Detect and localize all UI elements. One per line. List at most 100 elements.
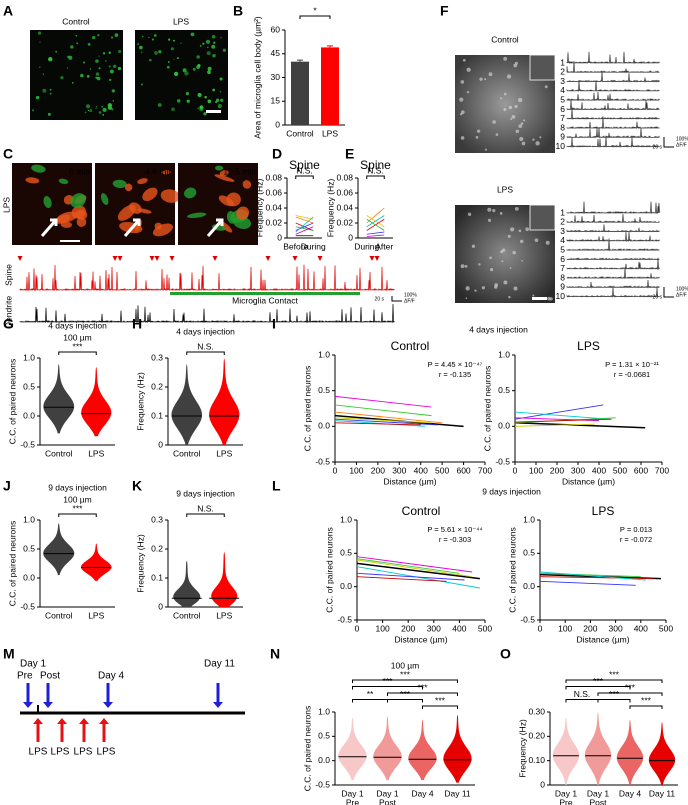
x-tick-label: Pre xyxy=(346,797,360,805)
y-tick-label: 0.0 xyxy=(23,410,35,420)
soma xyxy=(539,136,542,139)
soma xyxy=(513,286,518,291)
significance-bracket xyxy=(597,699,631,703)
cell xyxy=(167,61,170,63)
soma xyxy=(492,209,496,213)
y-tick-label: 0.04 xyxy=(265,202,282,212)
y-tick-label: 0 xyxy=(158,439,163,449)
soma xyxy=(517,97,523,103)
scale-label: ΔF/F xyxy=(676,142,687,148)
y-tick-label: 0 xyxy=(540,779,545,789)
cell xyxy=(213,41,216,44)
soma xyxy=(519,136,524,142)
annotation: P = 1.31 × 10⁻²¹ xyxy=(605,360,659,369)
cell xyxy=(173,58,175,61)
x-axis-label: Distance (µm) xyxy=(576,634,629,644)
significance-bracket xyxy=(352,679,458,683)
x-tick-label: 0 xyxy=(355,623,360,633)
scale-label: 100% xyxy=(404,292,417,298)
cell xyxy=(95,72,100,76)
subplot-title: LPS xyxy=(592,504,615,518)
subplot-title: Control xyxy=(402,504,441,518)
fit-line xyxy=(334,411,443,424)
significance-bracket xyxy=(299,15,331,19)
x-tick-label: During xyxy=(354,241,379,251)
neuron-trace xyxy=(566,280,660,289)
chart-subtitle: 100 µm xyxy=(63,494,92,504)
day-label: Day 11 xyxy=(204,659,235,670)
cell xyxy=(49,88,52,91)
x-tick-label: LPS xyxy=(88,610,104,620)
cell xyxy=(107,103,113,108)
cell xyxy=(66,67,69,69)
x-tick-label: LPS xyxy=(216,448,232,458)
trace-label: Spine xyxy=(3,264,13,286)
arrow-head xyxy=(79,718,89,724)
cell xyxy=(89,109,93,113)
cell xyxy=(109,78,112,82)
cell xyxy=(190,32,195,37)
x-tick-label: 0 xyxy=(538,623,543,633)
image-label: LPS xyxy=(173,16,189,26)
fit-line xyxy=(356,556,473,573)
y-axis-label: C.C. of paired neurons xyxy=(324,527,334,613)
cell xyxy=(89,68,92,70)
cell xyxy=(84,111,87,114)
cell xyxy=(101,105,103,108)
cell xyxy=(85,104,91,109)
soma xyxy=(503,108,507,111)
process xyxy=(112,179,127,189)
cell xyxy=(111,89,115,93)
chart-title: 4 days injection xyxy=(469,324,528,334)
soma xyxy=(509,267,512,269)
violin xyxy=(552,716,580,785)
x-tick-label: 400 xyxy=(452,623,466,633)
process xyxy=(242,180,252,189)
cell xyxy=(192,67,196,71)
process xyxy=(161,170,171,175)
soma xyxy=(484,148,488,151)
y-tick-label: 0.5 xyxy=(23,381,35,391)
x-tick-label: 400 xyxy=(592,465,606,475)
event-marker xyxy=(317,256,323,261)
panel-letter: I xyxy=(272,316,276,332)
process xyxy=(25,177,40,184)
soma xyxy=(520,122,524,125)
fit-line xyxy=(356,576,447,582)
x-tick-label: 600 xyxy=(456,465,470,475)
fit-line xyxy=(334,395,432,408)
significance-label: *** xyxy=(400,669,411,679)
significance-label: ** xyxy=(367,689,374,699)
annotation: P = 4.45 × 10⁻⁴⁷ xyxy=(428,360,483,369)
y-tick-label: 0.5 xyxy=(498,385,510,395)
cell xyxy=(148,36,150,38)
y-tick-label: 1.0 xyxy=(318,706,330,716)
y-tick-label: 0.5 xyxy=(340,548,352,558)
y-tick-label: -0.5 xyxy=(315,456,330,466)
fit-line xyxy=(334,418,438,426)
cell xyxy=(102,52,106,55)
violin xyxy=(80,543,112,581)
image-label: Control xyxy=(62,16,90,26)
y-tick-label: 0.0 xyxy=(318,755,330,765)
scale-label: 100% xyxy=(676,286,688,292)
panel-letter: G xyxy=(3,316,14,332)
neuron-trace xyxy=(566,238,660,252)
soma xyxy=(488,72,493,77)
cell xyxy=(219,90,222,93)
process xyxy=(184,187,197,199)
cell xyxy=(154,51,158,55)
y-axis-label: Frequency (Hz) xyxy=(325,179,335,238)
y-tick-label: 0.06 xyxy=(265,187,282,197)
soma xyxy=(544,85,548,89)
scale-label: ΔF/F xyxy=(404,298,415,304)
soma xyxy=(514,206,519,211)
cell xyxy=(140,83,143,86)
y-tick-label: 0.1 xyxy=(151,572,163,582)
process xyxy=(70,193,86,208)
cell xyxy=(212,88,216,92)
significance-bracket xyxy=(565,679,663,683)
cell xyxy=(31,109,35,112)
panel-letter: E xyxy=(345,146,354,162)
error-bar xyxy=(297,59,303,62)
